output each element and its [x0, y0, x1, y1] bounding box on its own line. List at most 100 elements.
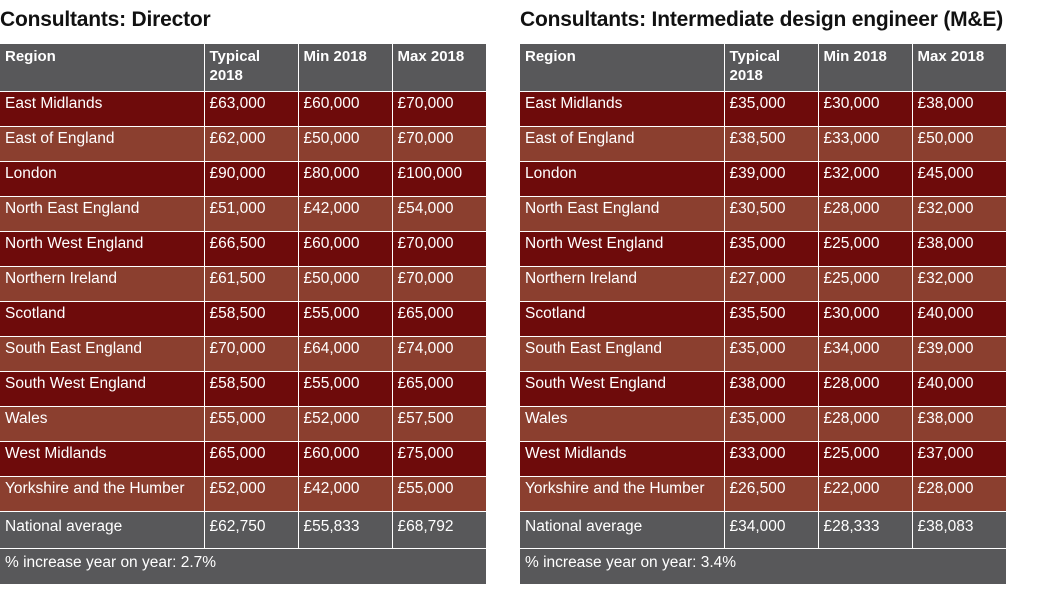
cell-region: North West England: [0, 231, 205, 267]
cell-min: £55,000: [298, 371, 393, 407]
cell-typical: £63,000: [204, 91, 299, 127]
table-row: East of England £62,000 £50,000 £70,000: [0, 126, 486, 162]
director-salary-table: Region Typical 2018 Min 2018 Max 2018 East M…: [0, 44, 486, 584]
cell-min: £25,000: [818, 231, 913, 267]
table-row: London £39,000 £32,000 £45,000: [520, 161, 1006, 197]
cell-region: London: [0, 161, 205, 197]
cell-min: £28,000: [818, 196, 913, 232]
cell-min: £30,000: [818, 301, 913, 337]
cell-max: £70,000: [392, 231, 486, 267]
cell-typical: £35,000: [724, 231, 819, 267]
cell-region: North West England: [520, 231, 725, 267]
table-row: South East England £70,000 £64,000 £74,000: [0, 336, 486, 372]
cell-typical: £39,000: [724, 161, 819, 197]
cell-typical: £61,500: [204, 266, 299, 302]
table-row: Yorkshire and the Humber £52,000 £42,000 £5…: [0, 476, 486, 512]
year-on-year-increase: % increase year on year: 2.7%: [0, 548, 486, 584]
table-row: East Midlands £35,000 £30,000 £38,000: [520, 91, 1006, 127]
cell-region: South West England: [0, 371, 205, 407]
cell-max: £39,000: [912, 336, 1006, 372]
cell-region: Northern Ireland: [520, 266, 725, 302]
table-row: North West England £35,000 £25,000 £38,000: [520, 231, 1006, 267]
table-row: South West England £58,500 £55,000 £65,000: [0, 371, 486, 407]
header-max: Max 2018: [392, 44, 486, 92]
cell-max: £32,000: [912, 196, 1006, 232]
cell-typical: £65,000: [204, 441, 299, 477]
cell-max: £38,000: [912, 406, 1006, 442]
cell-typical: £27,000: [724, 266, 819, 302]
cell-typical: £26,500: [724, 476, 819, 512]
table-row: North East England £30,500 £28,000 £32,000: [520, 196, 1006, 232]
cell-min: £60,000: [298, 231, 393, 267]
table-row: South West England £38,000 £28,000 £40,000: [520, 371, 1006, 407]
cell-min: £28,000: [818, 371, 913, 407]
cell-region: Wales: [520, 406, 725, 442]
cell-region: Scotland: [0, 301, 205, 337]
cell-min: £33,000: [818, 126, 913, 162]
cell-min: £42,000: [298, 196, 393, 232]
cell-region: Northern Ireland: [0, 266, 205, 302]
table-row: Northern Ireland £27,000 £25,000 £32,000: [520, 266, 1006, 302]
cell-typical: £55,000: [204, 406, 299, 442]
cell-max: £65,000: [392, 301, 486, 337]
cell-region: Scotland: [520, 301, 725, 337]
cell-typical: £70,000: [204, 336, 299, 372]
cell-max: £37,000: [912, 441, 1006, 477]
table-row: Yorkshire and the Humber £26,500 £22,000 £2…: [520, 476, 1006, 512]
cell-typical: £38,500: [724, 126, 819, 162]
cell-region: West Midlands: [0, 441, 205, 477]
average-max: £68,792: [392, 511, 486, 549]
header-min: Min 2018: [298, 44, 393, 92]
table-header-row: Region Typical 2018 Min 2018 Max 2018: [520, 44, 1006, 92]
cell-max: £70,000: [392, 91, 486, 127]
cell-typical: £58,500: [204, 301, 299, 337]
cell-max: £40,000: [912, 301, 1006, 337]
table-row: Wales £55,000 £52,000 £57,500: [0, 406, 486, 442]
cell-max: £40,000: [912, 371, 1006, 407]
table-row: East Midlands £63,000 £60,000 £70,000: [0, 91, 486, 127]
cell-typical: £35,500: [724, 301, 819, 337]
cell-typical: £35,000: [724, 91, 819, 127]
cell-min: £50,000: [298, 126, 393, 162]
cell-max: £70,000: [392, 266, 486, 302]
table-row: South East England £35,000 £34,000 £39,000: [520, 336, 1006, 372]
table-row: North East England £51,000 £42,000 £54,000: [0, 196, 486, 232]
header-min: Min 2018: [818, 44, 913, 92]
cell-typical: £30,500: [724, 196, 819, 232]
cell-region: North East England: [520, 196, 725, 232]
cell-region: East of England: [520, 126, 725, 162]
cell-region: East Midlands: [520, 91, 725, 127]
cell-min: £42,000: [298, 476, 393, 512]
table-row: Scotland £35,500 £30,000 £40,000: [520, 301, 1006, 337]
cell-region: East Midlands: [0, 91, 205, 127]
average-min: £28,333: [818, 511, 913, 549]
cell-region: East of England: [0, 126, 205, 162]
header-region: Region: [520, 44, 725, 92]
header-region: Region: [0, 44, 205, 92]
cell-typical: £33,000: [724, 441, 819, 477]
engineer-table-body: Region Typical 2018 Min 2018 Max 2018 East M…: [520, 44, 1006, 584]
cell-min: £52,000: [298, 406, 393, 442]
director-table-title: Consultants: Director: [0, 8, 211, 31]
cell-max: £50,000: [912, 126, 1006, 162]
engineer-table-title: Consultants: Intermediate design enginee…: [520, 8, 1003, 31]
year-on-year-row: % increase year on year: 2.7%: [0, 548, 486, 584]
year-on-year-increase: % increase year on year: 3.4%: [520, 548, 1006, 584]
cell-max: £38,000: [912, 91, 1006, 127]
cell-min: £50,000: [298, 266, 393, 302]
cell-region: London: [520, 161, 725, 197]
cell-max: £28,000: [912, 476, 1006, 512]
cell-max: £74,000: [392, 336, 486, 372]
cell-typical: £90,000: [204, 161, 299, 197]
year-on-year-row: % increase year on year: 3.4%: [520, 548, 1006, 584]
cell-min: £64,000: [298, 336, 393, 372]
cell-min: £32,000: [818, 161, 913, 197]
cell-region: West Midlands: [520, 441, 725, 477]
cell-min: £80,000: [298, 161, 393, 197]
table-row: London £90,000 £80,000 £100,000: [0, 161, 486, 197]
header-typical: Typical 2018: [204, 44, 299, 92]
cell-max: £45,000: [912, 161, 1006, 197]
cell-max: £57,500: [392, 406, 486, 442]
cell-typical: £58,500: [204, 371, 299, 407]
cell-region: South West England: [520, 371, 725, 407]
